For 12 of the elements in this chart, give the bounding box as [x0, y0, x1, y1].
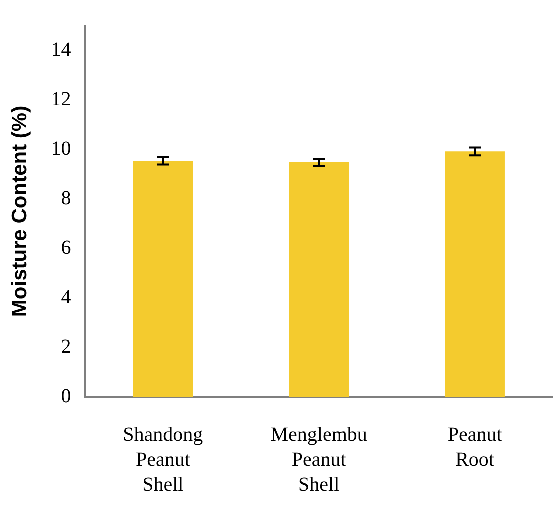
x-tick-label: Shandong Peanut Shell: [123, 424, 204, 496]
y-axis-title: Moisture Content (%): [8, 106, 32, 318]
x-tick-label: Menglembu Peanut Shell: [270, 424, 368, 496]
y-tick-label: 0: [61, 385, 72, 408]
y-tick-label: 6: [61, 236, 72, 259]
y-tick-label: 12: [51, 88, 72, 110]
x-tick-label: Peanut Root: [448, 424, 503, 471]
y-tick-label: 2: [61, 336, 72, 358]
y-tick-label: 14: [51, 38, 72, 61]
y-tick-label: 10: [51, 138, 72, 160]
y-tick-label: 4: [61, 286, 72, 308]
y-tick-label: 8: [61, 187, 72, 210]
